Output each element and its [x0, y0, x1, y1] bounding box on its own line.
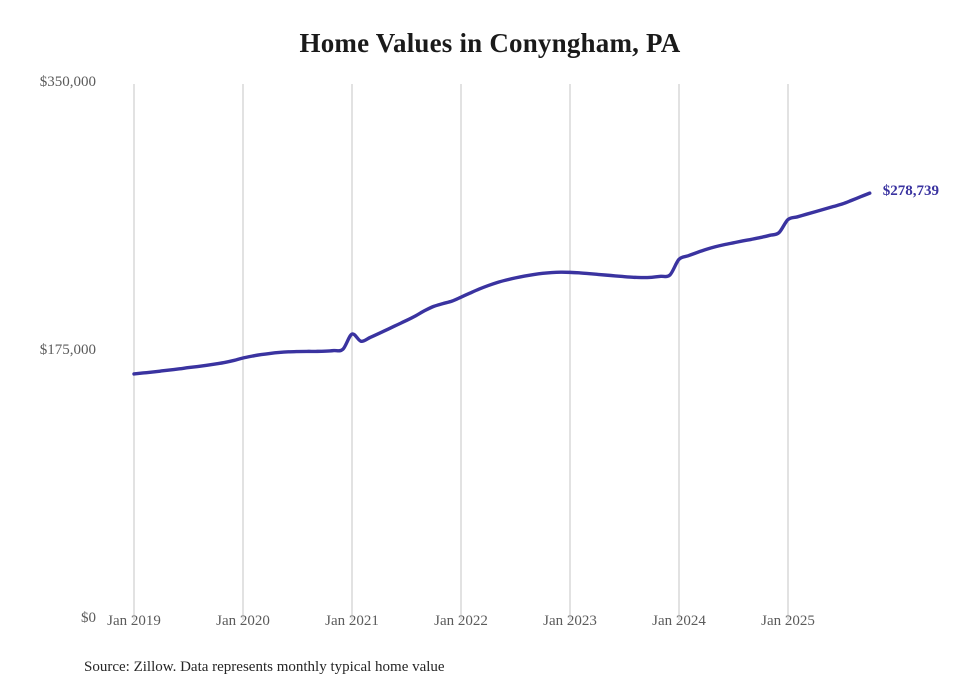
y-tick-label-0: $0: [81, 610, 96, 626]
x-tick-label-jan-2023: Jan 2023: [543, 613, 597, 629]
gridlines: [133, 84, 789, 620]
y-tick-label-350000: $350,000: [39, 74, 96, 90]
end-value-annotation: $278,739: [882, 183, 939, 200]
source-note: Source: Zillow. Data represents monthly …: [84, 659, 445, 675]
x-tick-label-jan-2021: Jan 2021: [325, 613, 379, 629]
y-tick-label-175000: $175,000: [39, 342, 96, 358]
x-tick-label-jan-2022: Jan 2022: [434, 613, 488, 629]
home-value-series-line: [132, 191, 872, 376]
x-tick-label-jan-2019: Jan 2019: [107, 613, 161, 629]
x-tick-label-jan-2025: Jan 2025: [761, 613, 815, 629]
x-tick-label-jan-2020: Jan 2020: [216, 613, 270, 629]
chart-title: Home Values in Conyngham, PA: [299, 28, 681, 58]
x-tick-label-jan-2024: Jan 2024: [652, 613, 706, 629]
